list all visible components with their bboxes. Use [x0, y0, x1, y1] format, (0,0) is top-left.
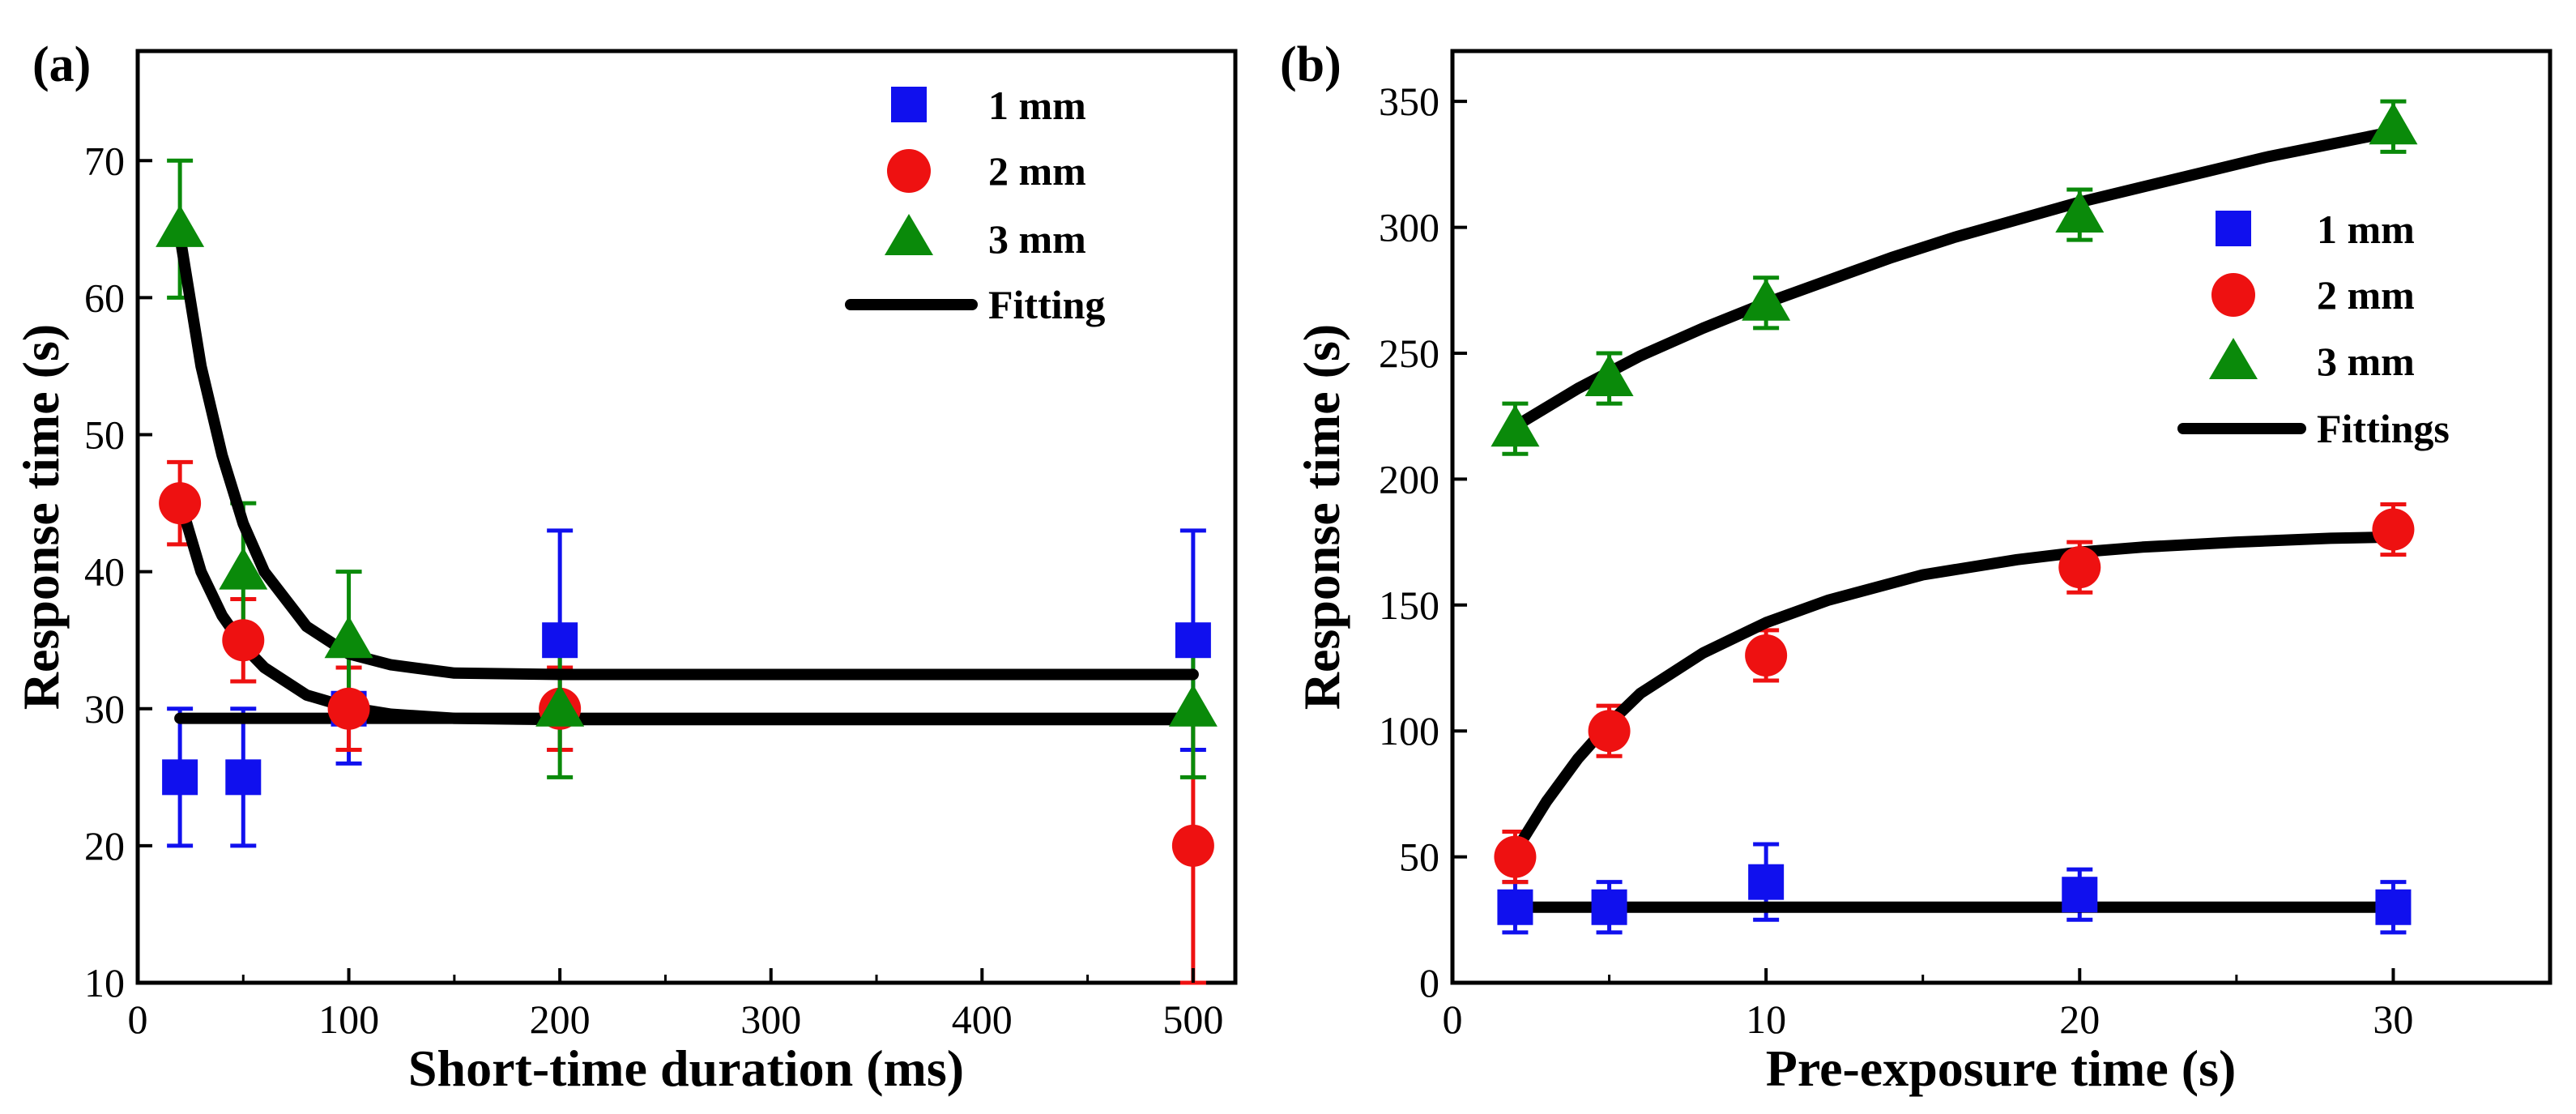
legend-label-fitting-a: Fitting — [988, 282, 1105, 327]
x-tick-label-b: 10 — [1746, 997, 1786, 1042]
panel-a: (a) 0 100 200 300 400 500 10 20 30 40 50 60 70 Short… — [12, 37, 1238, 1097]
plot-frame-a — [135, 49, 1238, 985]
y-tick-label-b: 350 — [1379, 79, 1439, 124]
y-tick-label-a: 20 — [84, 823, 125, 869]
y-tick-label-b: 50 — [1399, 834, 1439, 880]
y-axis-title-a: Response time (s) — [12, 324, 70, 710]
data-point-3mm-b — [1491, 404, 1540, 447]
x-tick-label-b: 0 — [1443, 997, 1463, 1042]
y-tick-label-b: 100 — [1379, 708, 1439, 753]
data-point-1mm-b — [2375, 889, 2412, 925]
data-point-3mm-a — [324, 616, 373, 659]
plot-frame-b — [1450, 49, 2553, 985]
data-point-3mm-b — [2055, 190, 2105, 233]
y-tick-label-b: 0 — [1419, 960, 1439, 1005]
legend-label-3mm-a: 3 mm — [988, 216, 1086, 262]
ticks-a: 0 100 200 300 400 500 10 20 30 40 50 60 70 — [84, 138, 1223, 1042]
y-tick-label-a: 70 — [84, 138, 125, 183]
data-point-2mm-a — [159, 482, 202, 525]
x-tick-label-b: 30 — [2373, 997, 2413, 1042]
panel-label-a: (a) — [32, 37, 91, 92]
legend-marker-3mm-a — [885, 214, 933, 255]
data-point-3mm-a — [219, 547, 268, 590]
x-tick-label-a: 200 — [530, 997, 591, 1042]
data-point-1mm-b — [1591, 889, 1627, 925]
x-axis-title-a: Short-time duration (ms) — [408, 1039, 964, 1097]
x-tick-label-a: 0 — [128, 997, 148, 1042]
data-point-1mm-b — [2062, 877, 2098, 913]
data-point-3mm-a — [535, 684, 585, 727]
data-point-2mm-b — [1745, 634, 1788, 677]
data-point-1mm-a — [162, 759, 198, 796]
data-point-1mm-a — [1175, 622, 1211, 659]
x-tick-label-a: 300 — [740, 997, 801, 1042]
fit-curve-2mm-b — [1509, 531, 2399, 858]
legend-b: 1 mm 2 mm 3 mm Fittings — [2177, 207, 2450, 451]
legend-marker-1mm-a — [891, 87, 927, 122]
legend-label-1mm-b: 1 mm — [2317, 207, 2415, 252]
fit-curve-3mm-b — [1509, 126, 2399, 433]
x-tick-label-a: 100 — [318, 997, 379, 1042]
data-point-3mm-b — [2369, 102, 2418, 145]
data-point-2mm-a — [222, 619, 265, 662]
legend-label-fittings-b: Fittings — [2317, 406, 2450, 451]
data-point-2mm-b — [1494, 835, 1537, 878]
y-tick-label-b: 250 — [1379, 331, 1439, 376]
data-point-1mm-b — [1497, 889, 1533, 925]
marks-b — [1491, 99, 2418, 935]
legend-label-3mm-b: 3 mm — [2317, 339, 2415, 384]
y-tick-label-b: 150 — [1379, 583, 1439, 628]
data-point-3mm-a — [1168, 684, 1218, 727]
y-tick-label-a: 50 — [84, 412, 125, 458]
data-point-3mm-b — [1584, 354, 1634, 397]
y-tick-label-a: 60 — [84, 275, 125, 320]
legend-marker-2mm-a — [887, 149, 931, 193]
legend-label-1mm-a: 1 mm — [988, 83, 1086, 128]
x-tick-label-a: 500 — [1162, 997, 1223, 1042]
data-point-2mm-a — [327, 687, 370, 730]
legend-marker-1mm-b — [2216, 211, 2251, 246]
marks-a — [156, 158, 1218, 985]
legend-marker-3mm-b — [2209, 338, 2258, 379]
data-point-3mm-a — [156, 204, 205, 247]
y-tick-label-a: 10 — [84, 960, 125, 1005]
legend-marker-2mm-b — [2211, 273, 2255, 317]
y-tick-label-b: 300 — [1379, 205, 1439, 250]
y-tick-label-b: 200 — [1379, 456, 1439, 502]
data-point-2mm-b — [1588, 710, 1631, 753]
y-tick-label-a: 30 — [84, 686, 125, 732]
data-point-3mm-b — [1742, 278, 1791, 321]
legend-label-2mm-a: 2 mm — [988, 148, 1086, 194]
x-axis-title-b: Pre-exposure time (s) — [1766, 1039, 2237, 1097]
data-point-1mm-a — [225, 759, 262, 796]
legend-label-2mm-b: 2 mm — [2317, 272, 2415, 318]
panel-label-b: (b) — [1280, 37, 1341, 92]
legend-a: 1 mm 2 mm 3 mm Fitting — [845, 83, 1105, 327]
data-point-1mm-a — [542, 622, 578, 659]
x-tick-label-a: 400 — [952, 997, 1013, 1042]
data-point-2mm-b — [2058, 546, 2101, 589]
data-point-2mm-b — [2372, 508, 2415, 551]
data-point-1mm-b — [1748, 864, 1785, 900]
data-point-2mm-a — [1171, 824, 1214, 867]
fit-curve-2mm-a — [174, 494, 1199, 726]
y-axis-title-b: Response time (s) — [1293, 324, 1350, 710]
y-tick-label-a: 40 — [84, 549, 125, 595]
x-tick-label-b: 20 — [2059, 997, 2100, 1042]
